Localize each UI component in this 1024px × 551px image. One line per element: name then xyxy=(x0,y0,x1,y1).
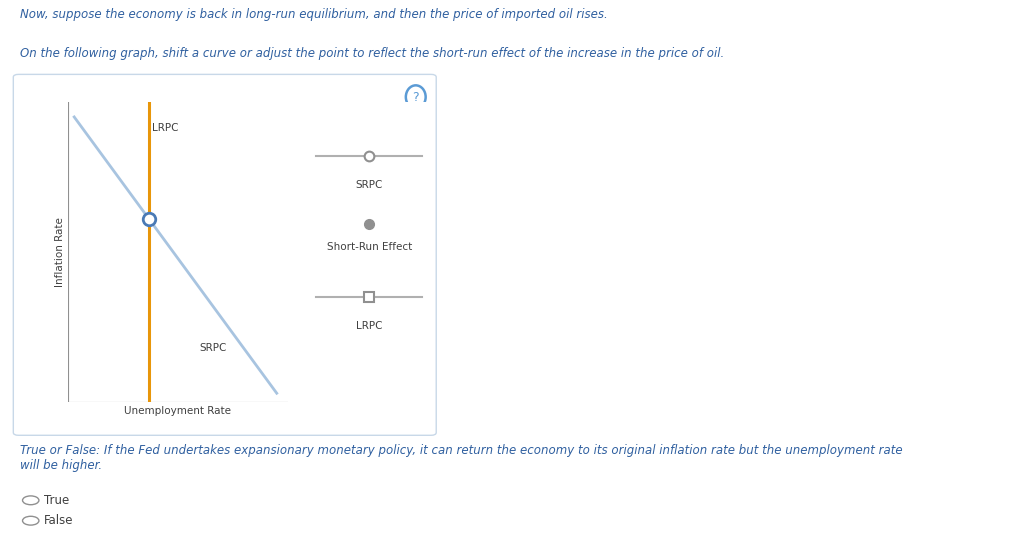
Y-axis label: Inflation Rate: Inflation Rate xyxy=(55,217,65,287)
Text: LRPC: LRPC xyxy=(356,321,382,331)
X-axis label: Unemployment Rate: Unemployment Rate xyxy=(124,407,231,417)
Text: LRPC: LRPC xyxy=(153,123,179,133)
Text: SRPC: SRPC xyxy=(200,343,227,353)
Text: Short-Run Effect: Short-Run Effect xyxy=(327,241,412,252)
Text: True or False: If the Fed undertakes expansionary monetary policy, it can return: True or False: If the Fed undertakes exp… xyxy=(20,444,903,472)
Text: False: False xyxy=(44,514,74,527)
Text: Now, suppose the economy is back in long-run equilibrium, and then the price of : Now, suppose the economy is back in long… xyxy=(20,8,608,21)
Text: True: True xyxy=(44,494,70,507)
Text: SRPC: SRPC xyxy=(355,180,383,190)
Text: On the following graph, shift a curve or adjust the point to reflect the short-r: On the following graph, shift a curve or… xyxy=(20,47,725,60)
Text: ?: ? xyxy=(413,91,419,104)
